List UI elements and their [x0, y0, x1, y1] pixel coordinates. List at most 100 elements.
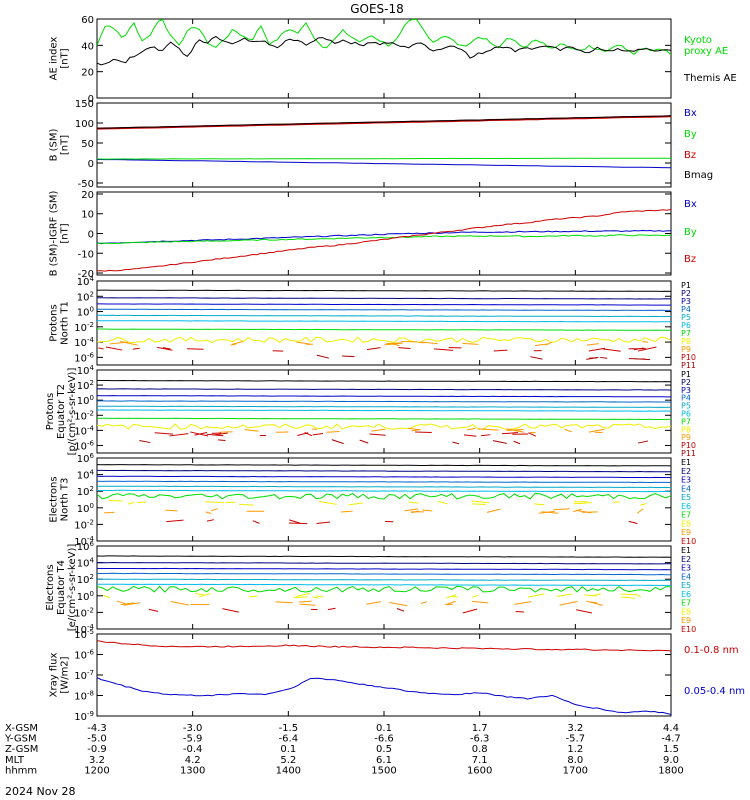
data-segment [515, 611, 524, 613]
position-table: X-GSMY-GSMZ-GSMMLThhmm-4.3-5.0-0.93.2120… [4, 723, 684, 776]
series-by [97, 157, 671, 160]
series-e9 [104, 508, 644, 515]
series-e4 [97, 572, 671, 576]
legend-item: E8 [681, 519, 691, 528]
data-segment [472, 594, 479, 598]
legend-item: P1 [681, 370, 691, 379]
data-segment [213, 432, 228, 436]
footer-value: 7.1 [472, 755, 488, 766]
footer-value: 1300 [180, 765, 205, 776]
y-axis-label: [p/(cm²-s-sr-keV)] [67, 368, 78, 456]
footer-value: -5.0 [87, 734, 107, 745]
data-segment [472, 503, 486, 505]
data-segment [588, 428, 605, 433]
data-segment [348, 502, 363, 506]
footer-value: 1400 [276, 765, 301, 776]
y-axis-label: B (SM) [49, 128, 60, 161]
footer-row-label: X-GSM [5, 723, 38, 734]
footer-value: -1.5 [279, 723, 299, 734]
legend-item: E9 [681, 616, 691, 625]
y-axis-label: North T3 [60, 478, 71, 522]
y-axis-label: Equator T4 [56, 560, 67, 615]
y-tick-label: 100 [77, 394, 94, 407]
data-segment [120, 340, 138, 346]
series-bmag [97, 115, 671, 129]
legend-item: P9 [681, 345, 691, 354]
series-group [97, 640, 671, 715]
footer-value: 3.2 [567, 723, 583, 734]
y-tick-label: 100 [75, 119, 94, 130]
data-segment [342, 355, 355, 358]
data-segment [471, 600, 489, 604]
data-segment [586, 343, 600, 346]
data-segment [602, 348, 621, 352]
data-segment [584, 594, 597, 597]
series-e9 [116, 600, 603, 607]
data-segment [222, 608, 239, 613]
panel-7: 10-4 10-2 100 102 104 106 Electrons Equator T4[… [45, 540, 696, 636]
panel-3: -20 -10 0 10 20 B (SM)-IGRF (SM) [nT] Bx By Bz [49, 190, 697, 280]
y-axis-label: Protons [49, 304, 60, 341]
data-segment [514, 601, 532, 605]
plot-frame [96, 18, 672, 99]
y-tick-label: 10-2 [74, 518, 94, 531]
series-p10 [154, 431, 537, 437]
y-tick-label: 104 [77, 469, 95, 482]
data-segment [528, 432, 537, 437]
data-segment [471, 500, 490, 504]
y-axis-label: [nT] [60, 223, 71, 243]
data-segment [586, 600, 603, 606]
legend-item: P8 [681, 425, 691, 434]
series-bx [97, 159, 671, 169]
footer-value: 1700 [563, 765, 588, 776]
data-segment [506, 428, 524, 431]
series-p6 [97, 409, 671, 412]
data-segment [513, 440, 521, 445]
legend-item: 0.1-0.8 nm [684, 645, 739, 656]
y-tick-label: 10 [81, 210, 94, 221]
footer-value: 3.2 [89, 755, 105, 766]
footer-value: -4.7 [661, 734, 681, 745]
data-segment [169, 433, 189, 437]
data-segment [340, 510, 353, 513]
legend-item: P5 [681, 313, 691, 322]
series-bz [97, 208, 671, 272]
legend-item: P1 [681, 281, 691, 290]
y-tick-label: 10-9 [74, 710, 94, 723]
series-p4 [97, 400, 671, 403]
data-segment [600, 356, 608, 359]
footer-value: 1500 [371, 765, 396, 776]
data-segment [635, 593, 641, 598]
series-p1 [97, 379, 671, 383]
footer-value: -6.3 [470, 734, 490, 745]
legend-item: E8 [681, 607, 691, 616]
y-tick-label: 50 [81, 139, 94, 150]
data-segment [123, 602, 140, 606]
data-segment [396, 608, 405, 612]
series-e10 [166, 519, 638, 525]
data-segment [187, 348, 204, 350]
footer-value: 0.5 [376, 744, 392, 755]
data-segment [452, 441, 460, 445]
data-segment [501, 432, 518, 435]
y-tick-label: 40 [81, 41, 94, 52]
footer-value: 1.7 [472, 723, 488, 734]
data-segment [492, 440, 507, 444]
legend-item: By [684, 129, 697, 140]
data-segment [218, 439, 226, 441]
footer-row-label: Y-GSM [4, 734, 37, 745]
legend-item: Bx [684, 199, 697, 210]
y-tick-label: 10-7 [74, 669, 94, 682]
data-segment [369, 433, 386, 436]
y-tick-label: 104 [77, 557, 95, 570]
legend-item: E5 [681, 493, 691, 502]
data-segment [166, 519, 184, 523]
y-axis-label: Electrons [49, 476, 60, 522]
footer-value: -0.4 [183, 744, 203, 755]
legend-item: E6 [681, 590, 691, 599]
y-tick-label: -50 [78, 179, 94, 190]
series-by [97, 234, 671, 245]
